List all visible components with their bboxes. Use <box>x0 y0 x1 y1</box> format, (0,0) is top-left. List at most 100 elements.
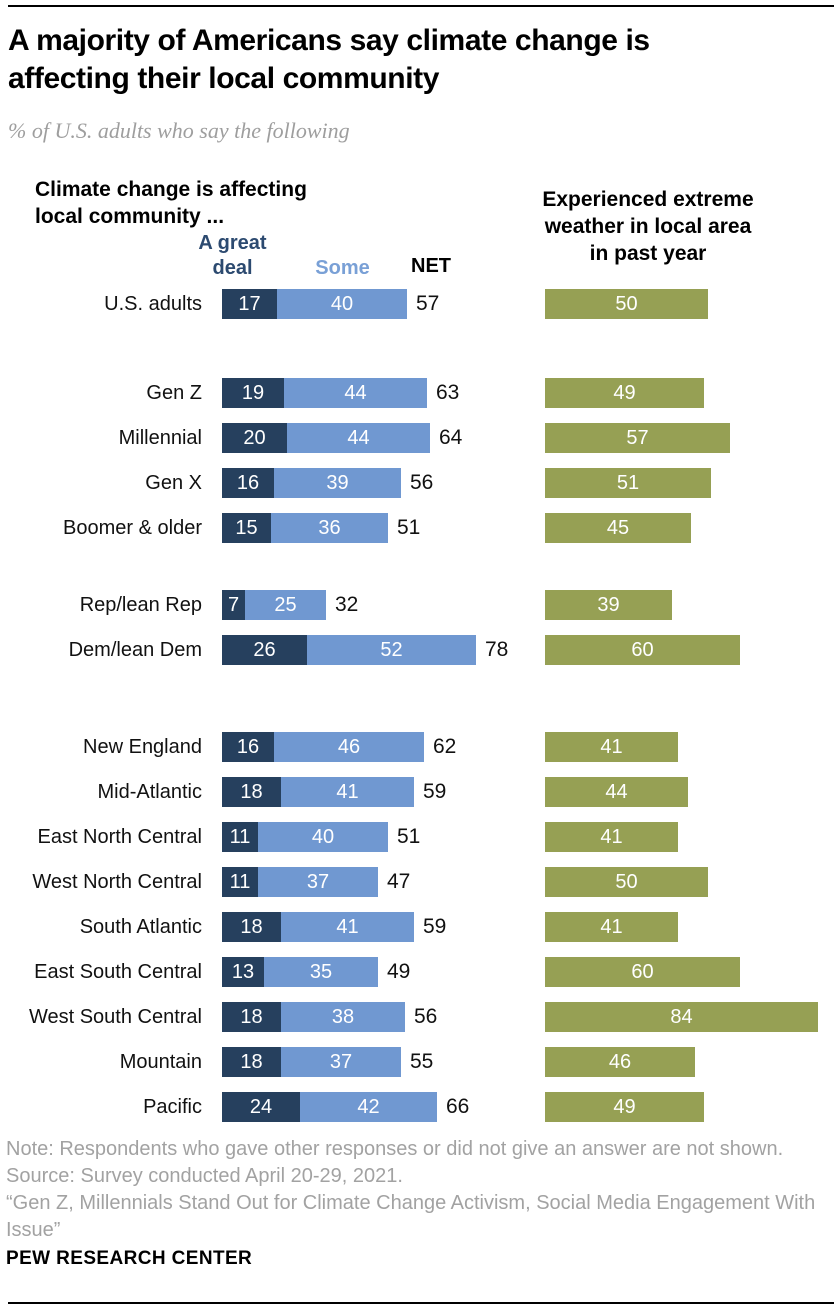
chart-row: East South Central 13 35 49 60 <box>0 957 840 987</box>
segment-value: 60 <box>631 960 654 983</box>
segment-value: 15 <box>235 516 258 539</box>
bar-segment-great-deal: 7 <box>222 590 245 620</box>
bar-extreme-weather: 44 <box>545 777 688 807</box>
bar-segment-some: 36 <box>271 513 388 543</box>
net-value: 62 <box>433 735 457 758</box>
bar-extreme-weather: 49 <box>545 378 704 408</box>
page-title: A majority of Americans say climate chan… <box>8 24 650 95</box>
legend-some: Some <box>315 257 370 279</box>
stacked-bar: 7 25 32 <box>222 590 358 620</box>
bar-segment-great-deal: 18 <box>222 1047 281 1077</box>
stacked-bar: 19 44 63 <box>222 378 459 408</box>
chart-row: West South Central 18 38 56 84 <box>0 1002 840 1032</box>
segment-value: 50 <box>615 292 638 315</box>
bar-segment-some: 44 <box>284 378 427 408</box>
chart-row: Millennial 20 44 64 57 <box>0 423 840 453</box>
chart-row: West North Central 11 37 47 50 <box>0 867 840 897</box>
chart-row: Pacific 24 42 66 49 <box>0 1092 840 1122</box>
segment-value: 39 <box>597 593 620 616</box>
chart-row: Mountain 18 37 55 46 <box>0 1047 840 1077</box>
segment-value: 39 <box>326 471 349 494</box>
left-chart-header: Climate change is affecting local commun… <box>35 178 307 228</box>
bar-segment-some: 38 <box>281 1002 405 1032</box>
segment-value: 11 <box>229 870 251 893</box>
net-value: 47 <box>387 870 411 893</box>
segment-value: 46 <box>608 1050 632 1073</box>
net-value: 63 <box>436 381 460 404</box>
stacked-bar: 15 36 51 <box>222 513 420 543</box>
row-label: Millennial <box>118 427 202 449</box>
chart-row: East North Central 11 40 51 41 <box>0 822 840 852</box>
segment-value: 44 <box>605 780 628 803</box>
segment-value: 49 <box>613 1095 636 1118</box>
net-value: 64 <box>439 426 463 449</box>
bar-extreme-weather: 41 <box>545 732 678 762</box>
bar-segment-great-deal: 16 <box>222 468 274 498</box>
net-value: 56 <box>414 1005 438 1028</box>
stacked-bar: 18 38 56 <box>222 1002 437 1032</box>
row-label: Boomer & older <box>63 517 202 539</box>
legend-net: NET <box>411 255 451 277</box>
pew-research-center-logo: PEW RESEARCH CENTER <box>6 1248 253 1269</box>
bar-extreme-weather: 45 <box>545 513 691 543</box>
chart-row: Gen X 16 39 56 51 <box>0 468 840 498</box>
segment-value: 17 <box>238 292 261 315</box>
row-label: South Atlantic <box>79 916 202 938</box>
stacked-bar: 11 37 47 <box>222 867 410 897</box>
segment-value: 41 <box>600 825 623 848</box>
net-value: 59 <box>423 780 447 803</box>
row-label: Mid-Atlantic <box>97 781 202 803</box>
segment-value: 38 <box>331 1005 355 1028</box>
bar-extreme-weather: 49 <box>545 1092 704 1122</box>
segment-value: 57 <box>626 426 649 449</box>
row-label: Rep/lean Rep <box>79 594 202 616</box>
net-value: 32 <box>335 593 359 616</box>
bar-extreme-weather: 51 <box>545 468 711 498</box>
bar-segment-some: 40 <box>258 822 388 852</box>
bar-extreme-weather: 60 <box>545 635 740 665</box>
net-value: 56 <box>410 471 434 494</box>
net-value: 66 <box>446 1095 470 1118</box>
chart-row: New England 16 46 62 41 <box>0 732 840 762</box>
segment-value: 36 <box>318 516 341 539</box>
bar-segment-great-deal: 18 <box>222 1002 281 1032</box>
bar-segment-some: 52 <box>307 635 476 665</box>
segment-value: 25 <box>274 593 297 616</box>
segment-value: 41 <box>336 915 359 938</box>
bar-extreme-weather: 50 <box>545 289 708 319</box>
segment-value: 46 <box>337 735 361 758</box>
bar-segment-some: 25 <box>245 590 326 620</box>
bar-segment-some: 41 <box>281 912 414 942</box>
net-value: 59 <box>423 915 447 938</box>
net-value: 55 <box>410 1050 434 1073</box>
report-title-line: “Gen Z, Millennials Stand Out for Climat… <box>6 1192 816 1241</box>
segment-value: 35 <box>309 960 333 983</box>
bar-extreme-weather: 50 <box>545 867 708 897</box>
stacked-bar: 20 44 64 <box>222 423 462 453</box>
row-label: U.S. adults <box>104 293 202 315</box>
segment-value: 60 <box>631 638 654 661</box>
row-label: Gen X <box>145 472 202 494</box>
bar-extreme-weather: 57 <box>545 423 730 453</box>
segment-value: 49 <box>613 381 636 404</box>
right-chart-header: Experienced extreme weather in local are… <box>542 188 754 265</box>
bar-segment-great-deal: 26 <box>222 635 307 665</box>
segment-value: 24 <box>249 1095 273 1118</box>
bar-segment-some: 39 <box>274 468 401 498</box>
stacked-bar: 17 40 57 <box>222 289 439 319</box>
bar-extreme-weather: 41 <box>545 912 678 942</box>
chart-row: U.S. adults 17 40 57 50 <box>0 289 840 319</box>
segment-value: 11 <box>229 825 251 848</box>
segment-value: 18 <box>240 780 263 803</box>
bar-extreme-weather: 46 <box>545 1047 695 1077</box>
bar-extreme-weather: 60 <box>545 957 740 987</box>
bar-segment-great-deal: 11 <box>222 867 258 897</box>
bar-segment-some: 42 <box>300 1092 437 1122</box>
stacked-bar: 18 37 55 <box>222 1047 433 1077</box>
segment-value: 26 <box>253 638 276 661</box>
stacked-bar: 13 35 49 <box>222 957 410 987</box>
bar-segment-great-deal: 24 <box>222 1092 300 1122</box>
segment-value: 37 <box>329 1050 353 1073</box>
segment-value: 18 <box>240 915 263 938</box>
